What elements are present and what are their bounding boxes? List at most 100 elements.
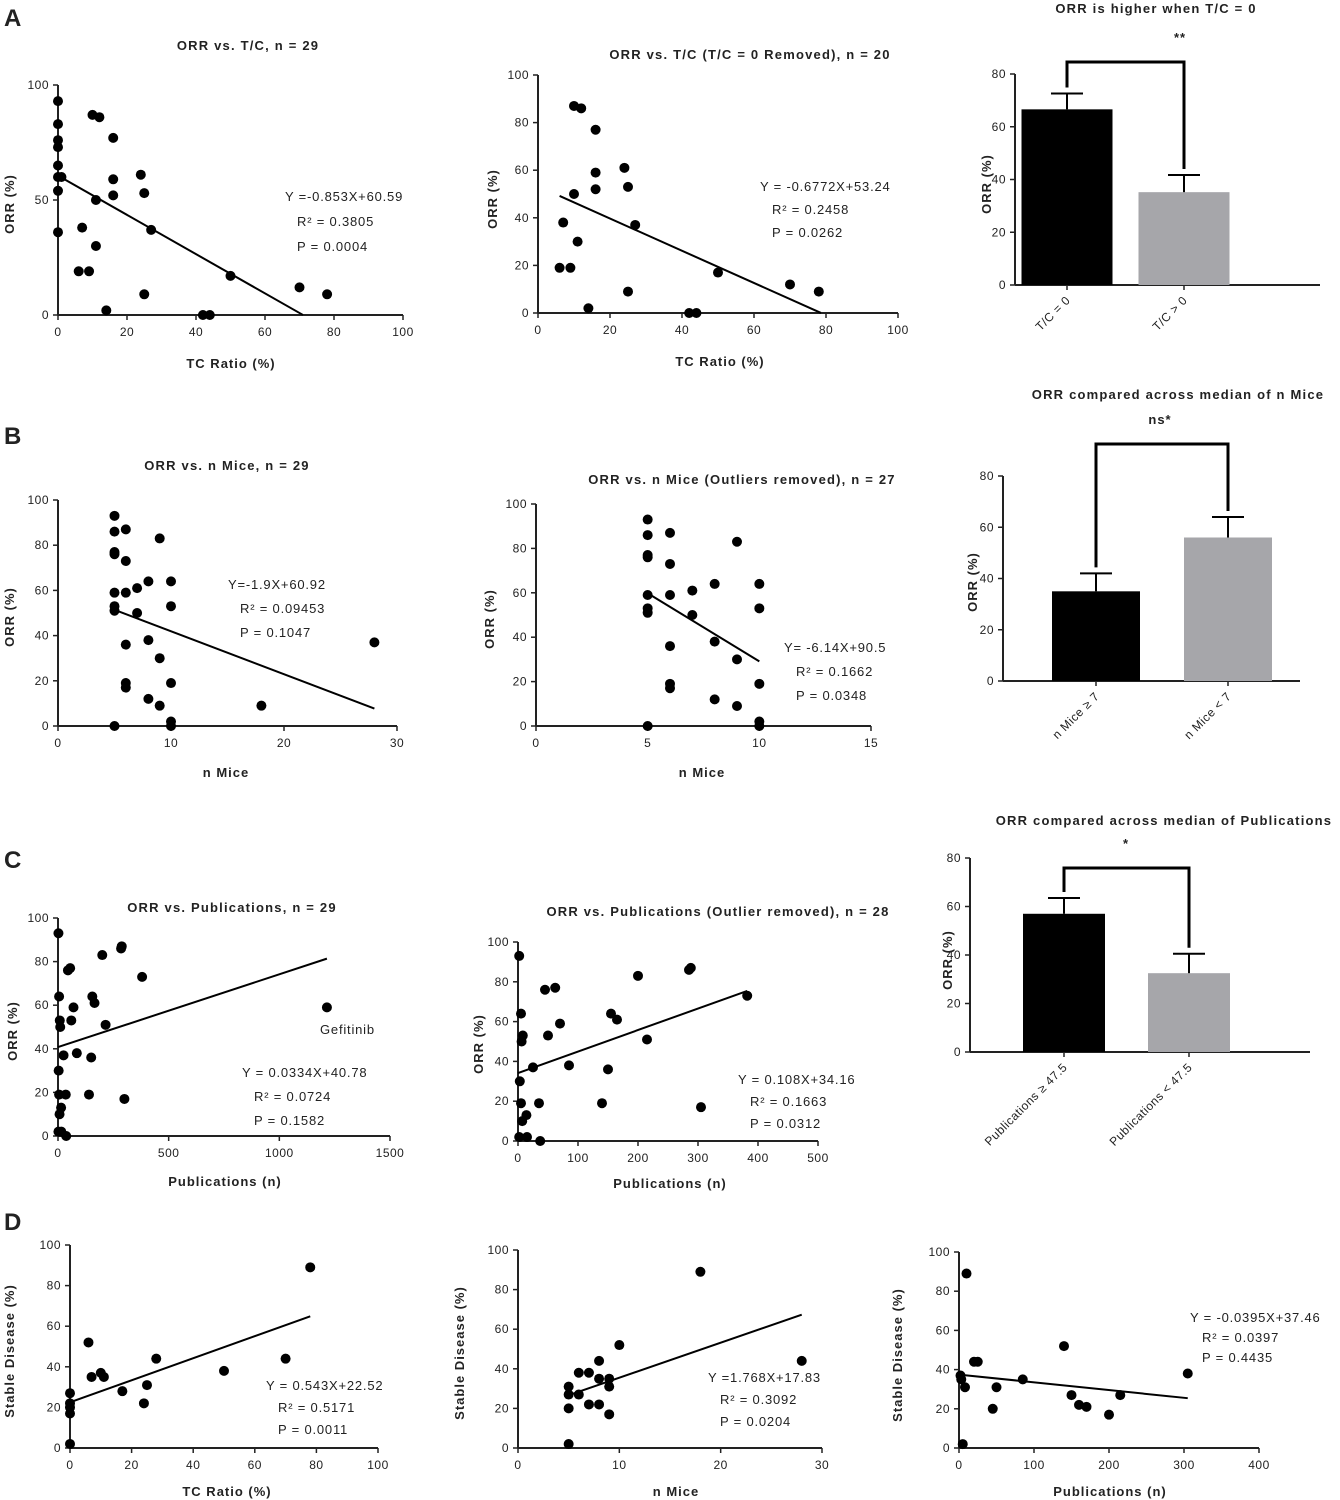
y-tick-label: 40 bbox=[495, 1362, 509, 1376]
data-point bbox=[1104, 1409, 1114, 1420]
x-tick-label: 40 bbox=[675, 323, 689, 337]
data-point bbox=[754, 578, 765, 589]
data-point bbox=[166, 576, 176, 587]
y-tick-label: 0 bbox=[520, 719, 527, 733]
regression-equation: Y = -0.6772X+53.24 bbox=[760, 179, 891, 194]
x-tick-label: 20 bbox=[277, 736, 291, 750]
x-tick-label: 20 bbox=[713, 1458, 727, 1472]
y-tick-label: 80 bbox=[980, 469, 994, 483]
x-tick-label: 100 bbox=[367, 1458, 389, 1472]
data-point bbox=[109, 549, 120, 560]
data-point bbox=[665, 683, 675, 694]
data-point bbox=[56, 1102, 67, 1113]
data-point bbox=[594, 1355, 605, 1366]
category-label: Publications ≥ 47.5 bbox=[982, 1060, 1070, 1148]
data-point bbox=[514, 1076, 525, 1087]
data-point bbox=[53, 227, 63, 238]
y-tick-label: 100 bbox=[505, 497, 527, 511]
x-tick-label: 80 bbox=[819, 323, 833, 337]
p-value: P = 0.1047 bbox=[240, 625, 311, 640]
data-point bbox=[576, 103, 587, 114]
x-tick-label: 20 bbox=[124, 1458, 138, 1472]
data-point bbox=[633, 970, 643, 981]
chart-title: ORR compared across median of n Mice bbox=[1032, 387, 1324, 402]
p-value: P = 0.1582 bbox=[254, 1113, 325, 1128]
y-tick-label: 60 bbox=[980, 520, 994, 534]
data-point bbox=[563, 1381, 574, 1392]
y-tick-label: 60 bbox=[992, 120, 1006, 134]
data-point bbox=[642, 590, 653, 601]
r-squared-value: R² = 0.1662 bbox=[796, 664, 873, 679]
x-tick-label: 20 bbox=[120, 325, 134, 339]
regression-equation: Y = -0.0395X+37.46 bbox=[1190, 1310, 1321, 1325]
data-point bbox=[77, 222, 88, 233]
x-axis-label: n Mice bbox=[203, 765, 249, 780]
data-point bbox=[73, 266, 84, 277]
data-point bbox=[65, 1398, 75, 1409]
data-point bbox=[83, 1089, 94, 1100]
chart-title: ORR compared across median of Publicatio… bbox=[996, 813, 1332, 828]
data-point bbox=[204, 310, 215, 320]
y-tick-label: 40 bbox=[47, 1360, 61, 1374]
x-tick-label: 0 bbox=[955, 1458, 962, 1472]
x-tick-label: 80 bbox=[327, 325, 341, 339]
y-tick-label: 20 bbox=[992, 225, 1006, 239]
data-point bbox=[101, 305, 112, 316]
data-point bbox=[516, 1036, 527, 1047]
data-point bbox=[957, 1439, 968, 1450]
category-label: n Mice < 7 bbox=[1181, 689, 1234, 742]
y-tick-label: 80 bbox=[35, 538, 49, 552]
data-point bbox=[554, 262, 565, 273]
data-point bbox=[687, 610, 698, 620]
data-point bbox=[558, 217, 569, 228]
y-tick-label: 80 bbox=[35, 955, 49, 969]
data-point bbox=[280, 1353, 291, 1364]
data-point bbox=[139, 188, 150, 199]
y-axis-label: ORR (%) bbox=[485, 169, 500, 229]
p-value: P = 0.0004 bbox=[297, 239, 368, 254]
data-point bbox=[86, 1052, 97, 1063]
data-point bbox=[594, 1373, 605, 1384]
y-tick-label: 0 bbox=[502, 1441, 509, 1455]
data-point bbox=[53, 928, 64, 939]
data-point bbox=[142, 1380, 152, 1391]
data-point bbox=[98, 1371, 109, 1382]
regression-equation: Y = 0.543X+22.52 bbox=[266, 1378, 383, 1393]
regression-line bbox=[568, 1313, 803, 1397]
data-point bbox=[604, 1381, 615, 1392]
panel-letter-c: C bbox=[4, 847, 21, 874]
y-tick-label: 0 bbox=[954, 1045, 961, 1059]
x-axis-label: TC Ratio (%) bbox=[675, 354, 764, 369]
data-point bbox=[83, 1337, 94, 1348]
x-axis-label: TC Ratio (%) bbox=[182, 1484, 271, 1499]
regression-line bbox=[114, 608, 375, 710]
y-tick-label: 20 bbox=[515, 258, 529, 272]
x-tick-label: 15 bbox=[864, 736, 878, 750]
data-point bbox=[1081, 1401, 1092, 1412]
data-point bbox=[56, 1126, 67, 1137]
y-axis-label: ORR (%) bbox=[979, 154, 994, 214]
data-point bbox=[550, 982, 561, 993]
chart-c3: ORR compared across median of Publicatio… bbox=[940, 813, 1332, 1149]
significance-label: ns* bbox=[1148, 412, 1171, 427]
x-tick-label: 500 bbox=[158, 1146, 180, 1160]
data-point bbox=[687, 585, 698, 596]
data-point bbox=[65, 1388, 75, 1399]
data-point bbox=[100, 1019, 111, 1030]
data-point bbox=[590, 184, 601, 195]
y-tick-label: 0 bbox=[987, 674, 994, 688]
data-point bbox=[521, 1110, 532, 1121]
data-point bbox=[565, 262, 576, 273]
data-point bbox=[120, 682, 131, 693]
x-tick-label: 0 bbox=[54, 736, 61, 750]
data-point bbox=[60, 1089, 71, 1100]
y-tick-label: 80 bbox=[515, 116, 529, 130]
data-point bbox=[1066, 1390, 1077, 1401]
data-point bbox=[1115, 1390, 1126, 1401]
data-point bbox=[619, 162, 630, 173]
data-point bbox=[642, 530, 653, 541]
data-point bbox=[754, 678, 765, 689]
significance-bracket bbox=[1062, 866, 1191, 948]
data-point bbox=[256, 700, 267, 711]
data-point bbox=[71, 1048, 82, 1059]
